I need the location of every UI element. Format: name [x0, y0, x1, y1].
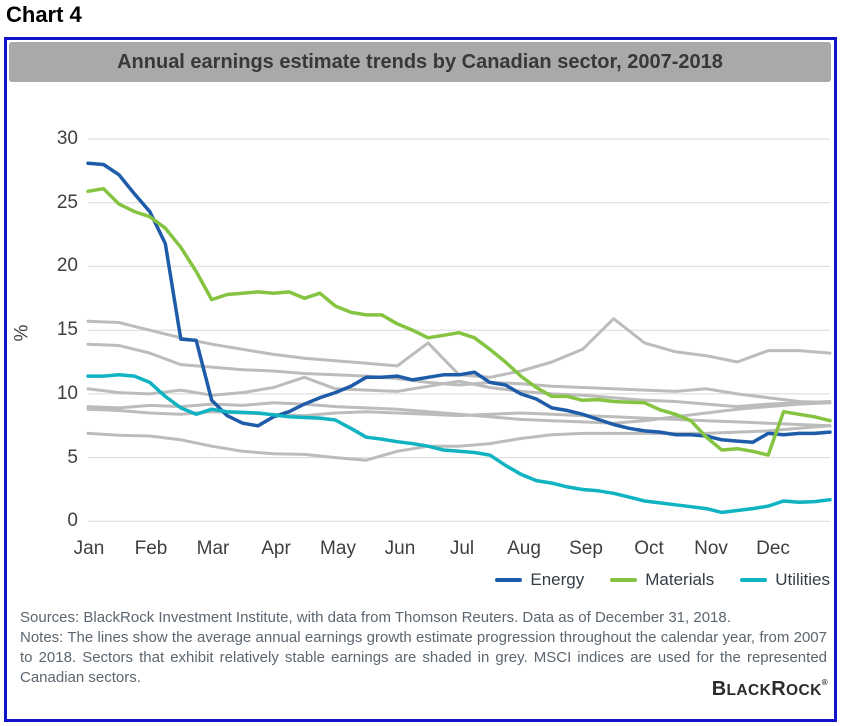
- y-tick-0: 0: [67, 510, 78, 531]
- legend-label-utilities: Utilities: [775, 570, 830, 589]
- figure-number-label: Chart 4: [6, 2, 82, 27]
- x-tick-feb: Feb: [134, 538, 168, 559]
- x-tick-oct: Oct: [634, 538, 664, 559]
- series-line-stable-sector-grey-5: [86, 407, 832, 428]
- legend-item-materials: Materials: [610, 569, 714, 591]
- series-line-materials: [86, 186, 832, 457]
- series-line-stable-sector-grey-2: [86, 342, 832, 405]
- chart-title: Annual earnings estimate trends by Canad…: [117, 50, 723, 73]
- sources-line: Sources: BlackRock Investment Institute,…: [20, 609, 731, 626]
- x-tick-jan: Jan: [73, 538, 105, 559]
- legend-swatch-utilities: [740, 578, 768, 582]
- y-axis-unit-label: %: [11, 324, 33, 342]
- y-tick-30: 30: [56, 128, 78, 149]
- legend-item-utilities: Utilities: [740, 569, 830, 591]
- legend-label-materials: Materials: [645, 570, 715, 589]
- notes-paragraph: Notes: The lines show the average annual…: [20, 629, 827, 686]
- blackrock-logo: BLACKROCK®: [711, 678, 828, 700]
- y-tick-20: 20: [56, 255, 78, 276]
- x-tick-dec: Dec: [756, 538, 790, 559]
- y-tick-5: 5: [67, 447, 78, 468]
- series-line-utilities: [86, 373, 832, 515]
- series-line-stable-sector-grey-6: [86, 424, 832, 462]
- y-tick-15: 15: [56, 319, 78, 340]
- legend-swatch-energy: [495, 578, 523, 582]
- x-tick-may: May: [320, 538, 356, 559]
- footer-text-block: Sources: BlackRock Investment Institute,…: [20, 608, 827, 688]
- chart-title-bar: Annual earnings estimate trends by Canad…: [9, 42, 831, 82]
- x-tick-sep: Sep: [569, 538, 603, 559]
- legend-item-energy: Energy: [495, 569, 584, 591]
- x-tick-mar: Mar: [196, 538, 230, 559]
- x-tick-nov: Nov: [694, 538, 728, 559]
- x-tick-jul: Jul: [449, 538, 475, 559]
- x-tick-jun: Jun: [384, 538, 416, 559]
- x-tick-aug: Aug: [507, 538, 541, 559]
- y-tick-10: 10: [56, 383, 78, 404]
- legend-label-energy: Energy: [530, 570, 585, 589]
- x-tick-apr: Apr: [261, 538, 291, 559]
- chart-legend: Energy Materials Utilities: [495, 569, 830, 591]
- legend-swatch-materials: [610, 578, 638, 582]
- y-tick-25: 25: [56, 192, 78, 213]
- series-line-energy: [86, 161, 832, 445]
- line-chart-plot: [86, 138, 832, 522]
